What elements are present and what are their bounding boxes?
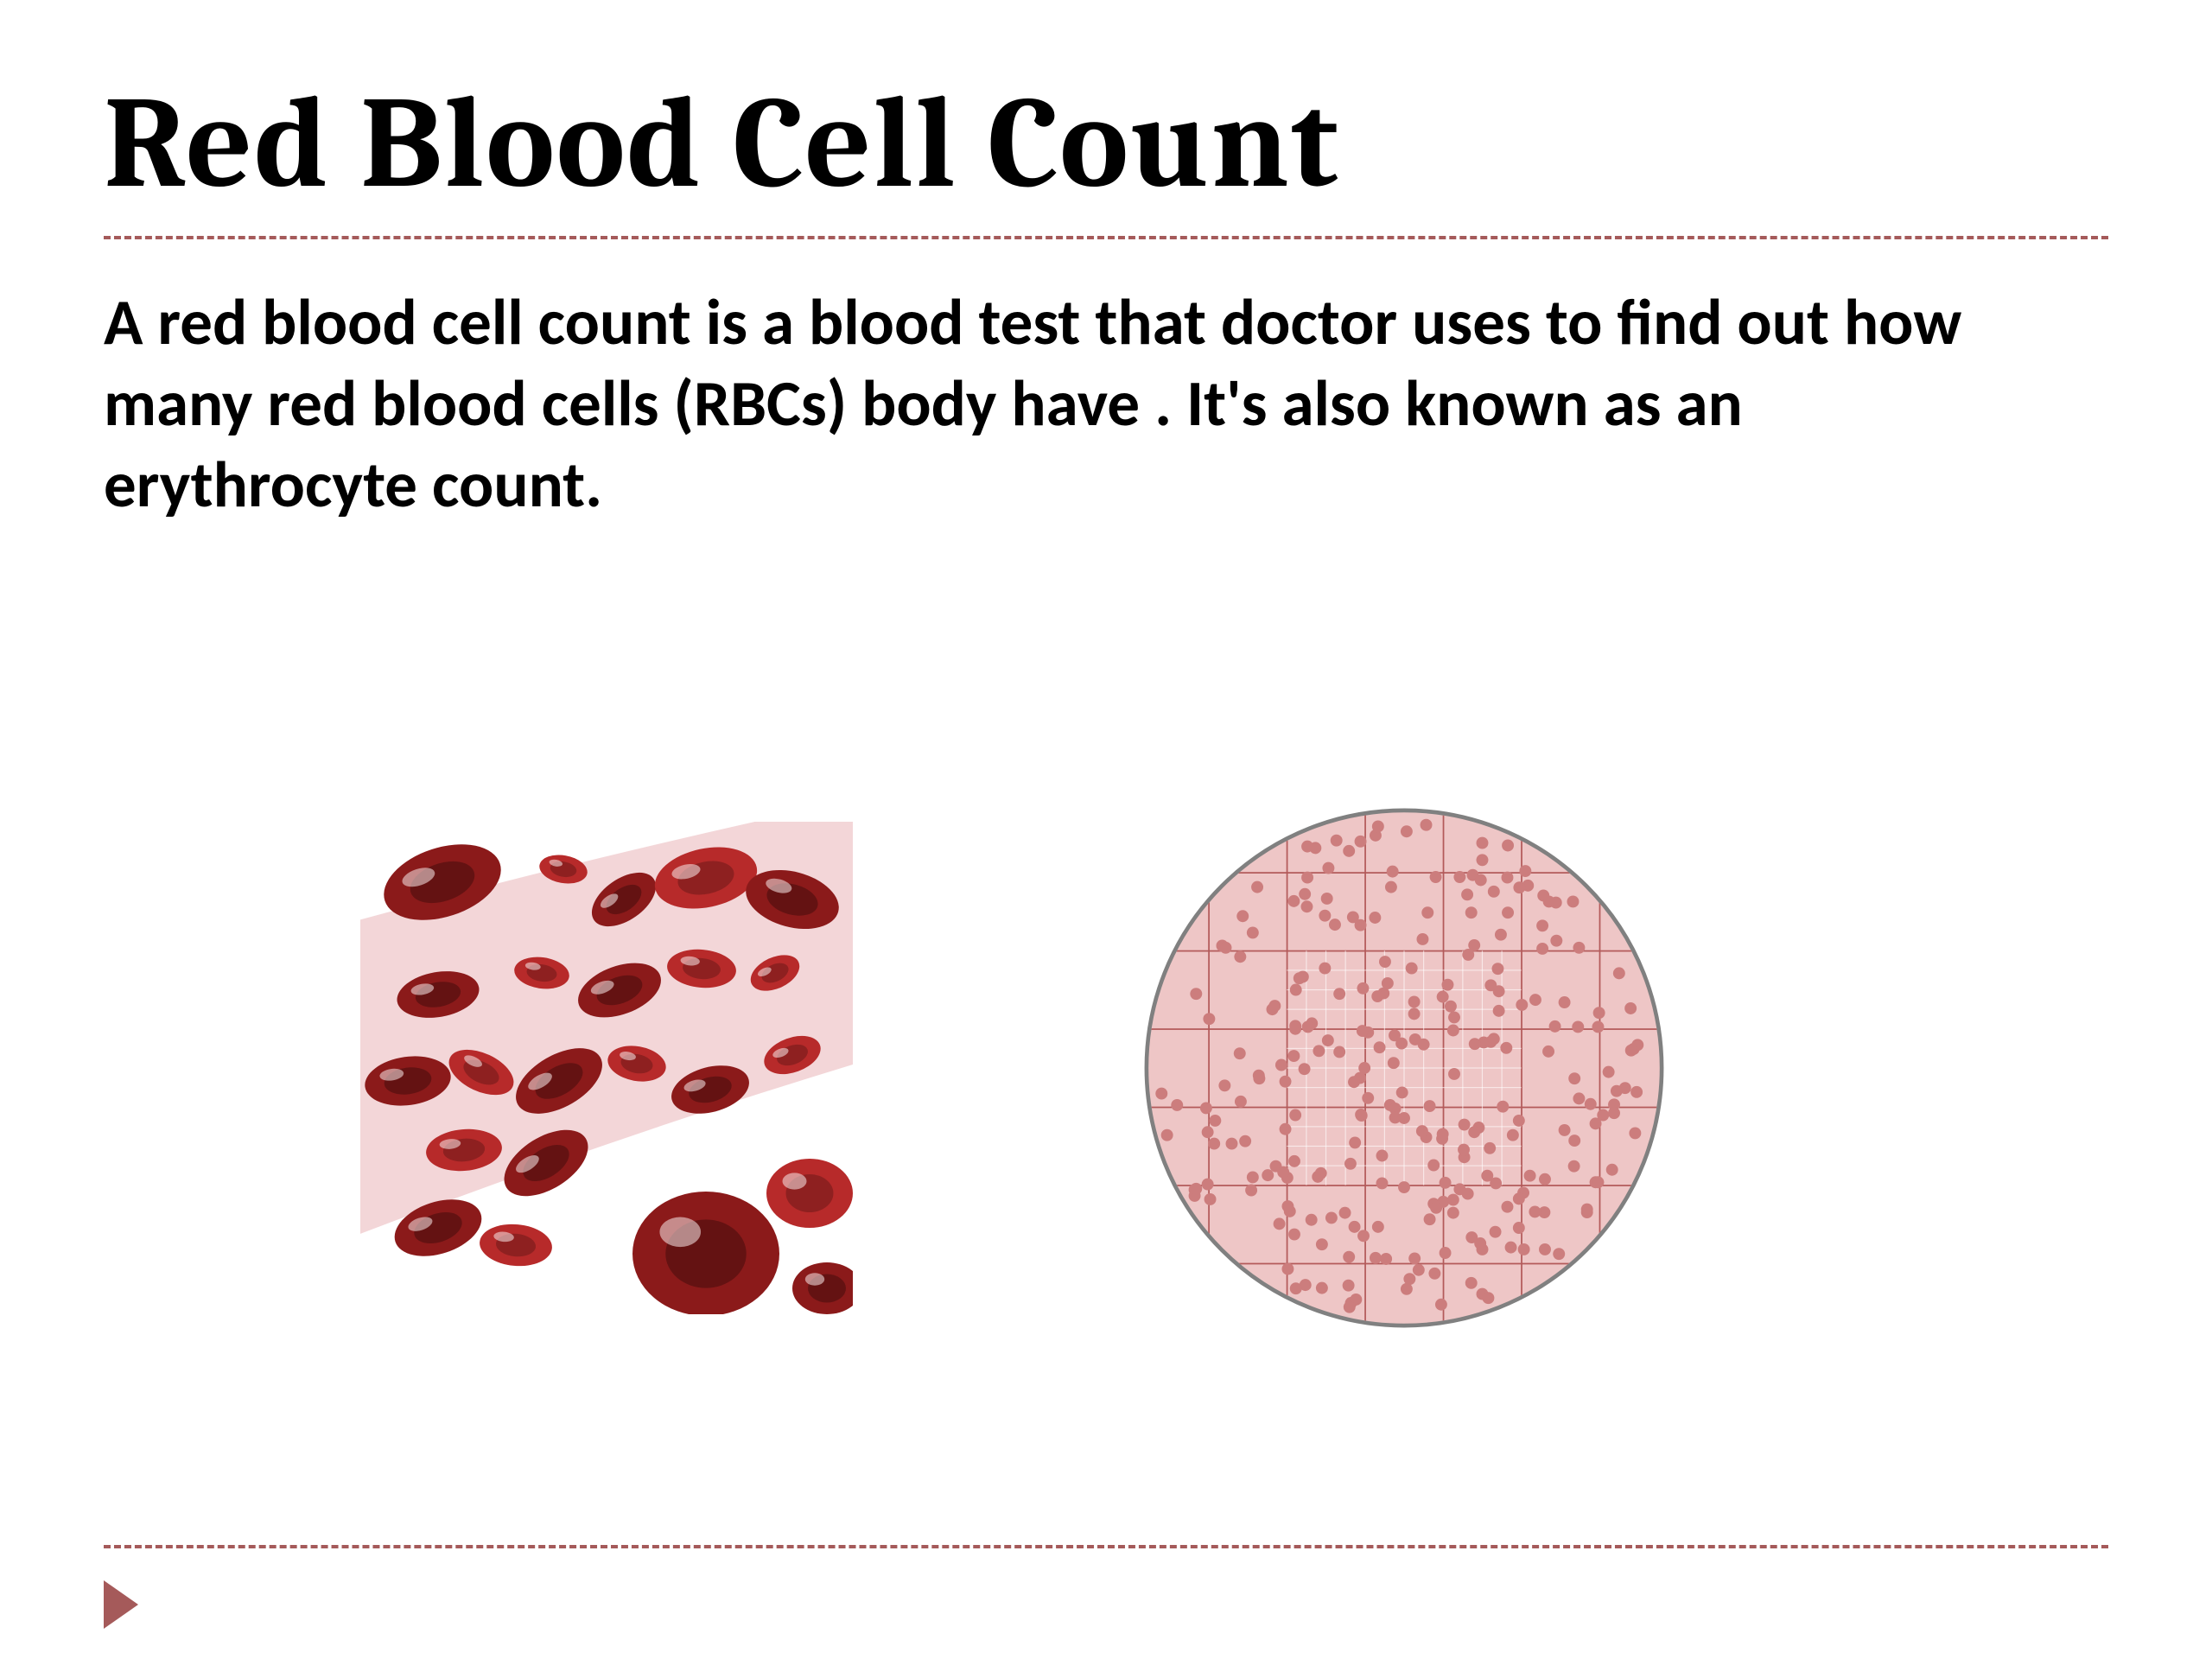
blood-cells-svg xyxy=(360,822,853,1314)
footer-divider xyxy=(104,1545,2108,1548)
hemocytometer-illustration xyxy=(1145,809,1664,1328)
images-row xyxy=(104,620,2108,1516)
next-arrow-icon xyxy=(104,1580,138,1629)
title-divider xyxy=(104,236,2108,239)
slide-title: Red Blood Cell Count xyxy=(104,69,2108,219)
slide: Red Blood Cell Count A red blood cell co… xyxy=(0,0,2212,1659)
hemocytometer-wrap xyxy=(1145,809,1664,1328)
blood-cells-illustration xyxy=(360,822,853,1314)
slide-body-text: A red blood cell count is a blood test t… xyxy=(104,283,2005,525)
